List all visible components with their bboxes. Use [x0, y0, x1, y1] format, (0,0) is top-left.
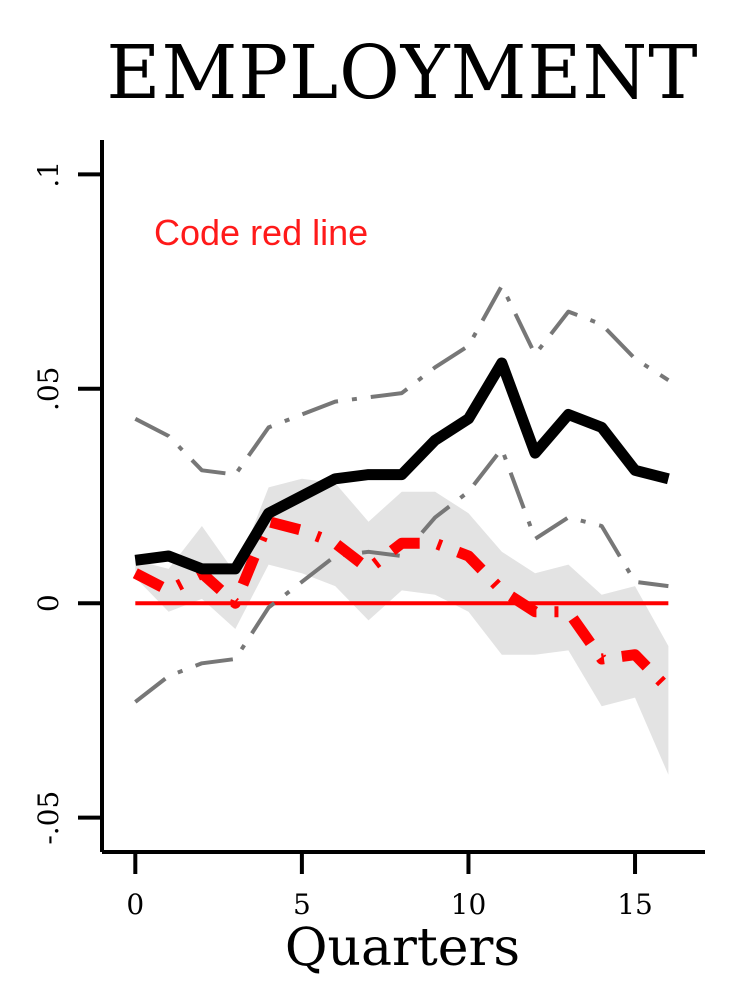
- series-line-dashed-red-thick: [132, 516, 673, 693]
- y-tick-label: 0: [32, 594, 65, 612]
- x-tick-label: 10: [451, 888, 487, 921]
- y-tick-label: .1: [32, 161, 65, 188]
- chart-annotation: Code red line: [154, 212, 369, 253]
- x-tick-label: 0: [126, 888, 144, 921]
- x-axis-label: Quarters: [284, 918, 521, 978]
- x-tick-label: 5: [293, 888, 311, 921]
- series-line-solid-black-thick: [134, 357, 670, 575]
- confidence-band: [135, 478, 669, 775]
- series-line-dash-dot-gray-lower: [134, 446, 669, 704]
- chart-title: EMPLOYMENT: [106, 30, 699, 116]
- y-tick-label: -.05: [32, 791, 65, 845]
- x-tick-label: 15: [617, 888, 653, 921]
- series-line-dash-dot-gray-upper: [134, 283, 670, 477]
- y-tick-label: .05: [32, 367, 65, 412]
